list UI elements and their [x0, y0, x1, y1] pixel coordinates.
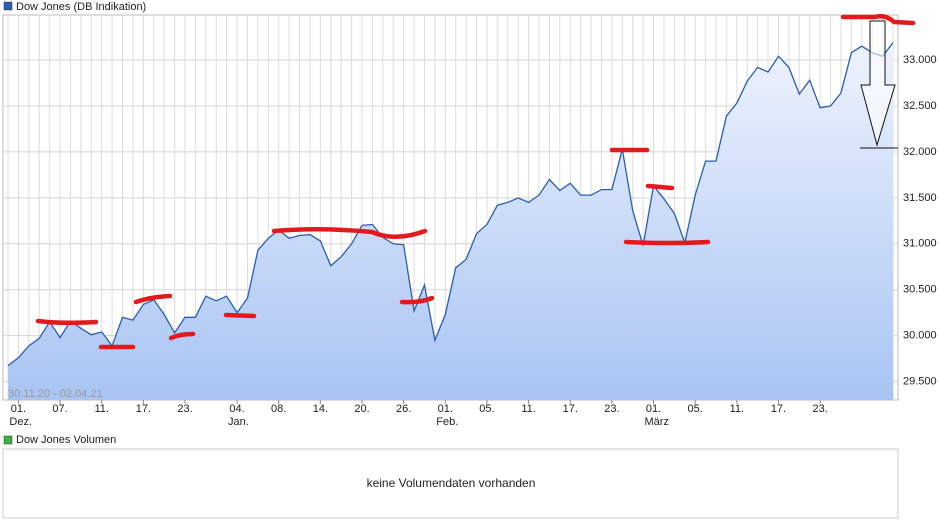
annotation-line — [840, 13, 916, 26]
x-month-label: Jan. — [228, 416, 249, 428]
line — [7, 42, 894, 367]
annotation-line — [399, 295, 435, 305]
x-tick-label: 14. — [313, 403, 328, 415]
y-tick-label: 32.500 — [903, 100, 937, 112]
x-tick-label: 23. — [812, 403, 827, 415]
x-month-label: Feb. — [436, 416, 458, 428]
volume-message: keine Volumendaten vorhanden — [367, 476, 536, 490]
x-tick-label: 23. — [177, 403, 192, 415]
x-tick-label: 04. — [229, 403, 244, 415]
x-tick-label: 23. — [604, 403, 619, 415]
x-month-label: März — [645, 416, 669, 428]
y-tick-label: 31.500 — [903, 192, 937, 204]
y-tick-label: 30.000 — [903, 330, 937, 342]
annotation-line — [35, 318, 99, 326]
x-month-label: Dez. — [9, 416, 32, 428]
x-tick-label: 01. — [438, 403, 453, 415]
x-tick-label: 11. — [94, 403, 108, 415]
date-range: 30.11.20 - 02.04.21 — [8, 388, 103, 400]
y-tick-label: 30.500 — [903, 284, 937, 296]
legend-swatch — [3, 435, 13, 445]
x-tick-label: 01. — [646, 403, 661, 415]
x-tick-label: 05. — [479, 403, 494, 415]
y-tick-label: 31.000 — [903, 238, 937, 250]
x-tick-label: 07. — [52, 403, 67, 415]
area — [8, 42, 893, 400]
x-tick-label: 20. — [354, 403, 369, 415]
annotation-line — [168, 331, 196, 341]
annotation-line — [623, 239, 711, 246]
annotation-line — [223, 312, 257, 319]
legend-label: Dow Jones Volumen — [16, 434, 116, 446]
volume-panel — [2, 448, 899, 519]
legend-label: Dow Jones (DB Indikation) — [16, 1, 146, 13]
x-tick-label: 08. — [271, 403, 286, 415]
x-tick-label: 17. — [136, 403, 151, 415]
annotation-line — [133, 293, 173, 305]
y-tick-label: 29.500 — [903, 376, 937, 388]
x-tick-label: 17. — [771, 403, 786, 415]
y-tick-label: 33.000 — [903, 54, 937, 66]
marks — [7, 42, 894, 400]
x-tick-label: 05. — [688, 403, 703, 415]
y-tick-label: 32.000 — [903, 146, 937, 158]
annotation-arrow — [860, 20, 896, 147]
annotations — [35, 13, 916, 350]
legend-swatch — [3, 1, 13, 11]
x-tick-label: 26. — [396, 403, 411, 415]
annotation-line — [271, 226, 428, 239]
x-tick-label: 01. — [11, 403, 26, 415]
x-tick-label: 11. — [521, 403, 535, 415]
annotation-line — [645, 183, 675, 191]
x-tick-label: 11. — [730, 403, 744, 415]
x-tick-label: 17. — [563, 403, 578, 415]
